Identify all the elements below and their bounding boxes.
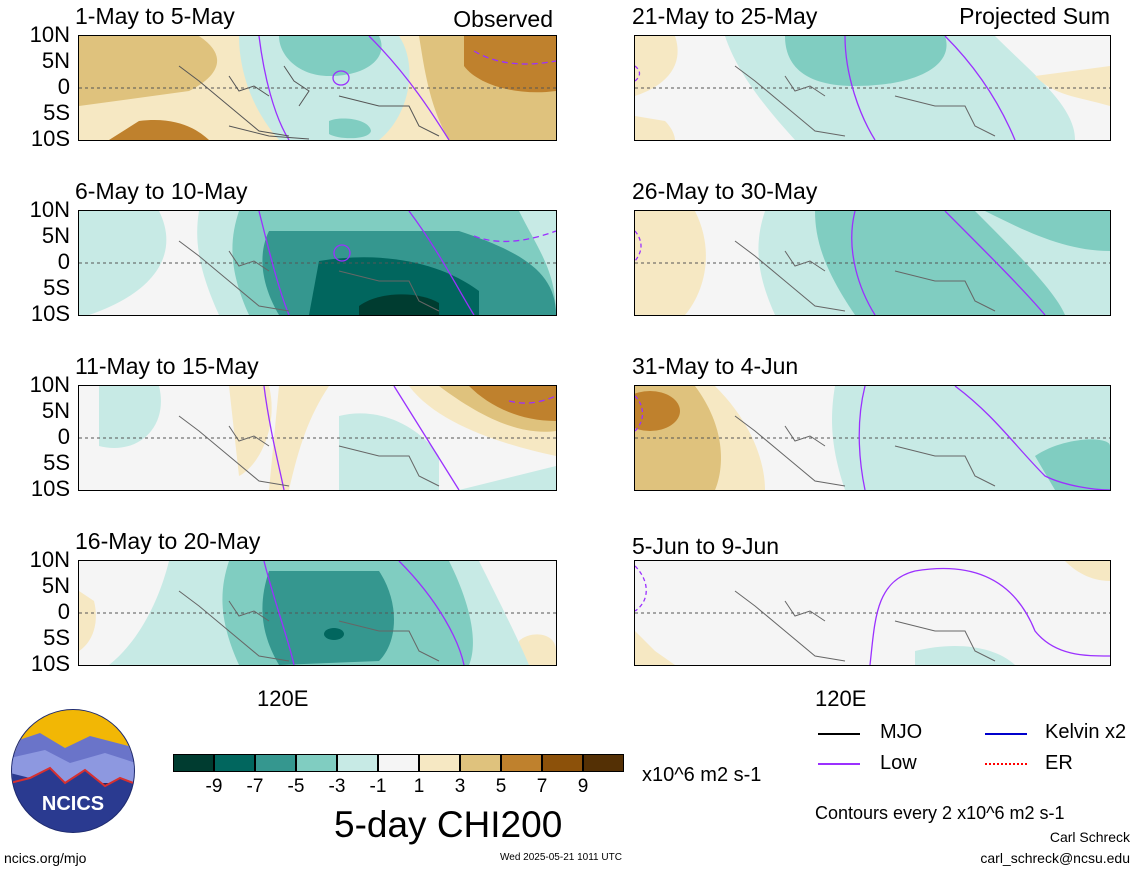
legend-label-er: ER	[1045, 752, 1073, 774]
y-axis-label: 5S	[43, 450, 70, 475]
legend-label-kelvin: Kelvin x2	[1045, 721, 1127, 743]
y-axis-label: 10S	[30, 301, 70, 326]
panel-title-4: 16-May to 20-May	[75, 528, 261, 554]
panel-title-7: 31-May to 4-Jun	[632, 353, 799, 379]
panel-tag-observed: Observed	[453, 6, 553, 32]
map-panel-3	[78, 385, 557, 491]
y-axis-label: 10N	[29, 197, 70, 222]
panel-tag-projected: Projected Sum	[959, 3, 1110, 29]
y-axis-label: 5N	[41, 398, 70, 423]
map-panel-1	[78, 35, 557, 141]
legend-line-er	[985, 763, 1027, 765]
author: Carl Schreck	[1049, 829, 1130, 845]
author-email[interactable]: carl_schreck@ncsu.edu	[980, 850, 1130, 866]
y-axis-label: 5N	[41, 223, 70, 248]
colorbar-swatch	[337, 754, 378, 772]
panel-title-8: 5-Jun to 9-Jun	[632, 533, 780, 559]
y-axis-label: 5S	[43, 100, 70, 125]
logo-text: NCICS	[42, 793, 104, 815]
colorbar-tick-label: 9	[577, 776, 589, 797]
y-axis-label: 10N	[29, 22, 70, 47]
colorbar-tick-label: -3	[328, 776, 346, 797]
colorbar-swatch	[214, 754, 255, 772]
y-axis-label: 10S	[30, 126, 70, 151]
map-panel-6	[634, 210, 1111, 316]
panel-title-3: 11-May to 15-May	[75, 353, 259, 379]
map-panel-5	[634, 35, 1111, 141]
colorbar-tick-label: -9	[205, 776, 223, 797]
colorbar-swatch	[296, 754, 337, 772]
map-panel-8	[634, 560, 1111, 666]
y-axis-label: 0	[57, 424, 70, 449]
x-axis-label-right: 120E	[815, 686, 867, 711]
colorbar-tick-label: -5	[287, 776, 305, 797]
colorbar-swatch	[255, 754, 296, 772]
colorbar-tick-label: 5	[495, 776, 507, 797]
y-axis-label: 5N	[41, 48, 70, 73]
legend-line-mjo	[818, 733, 860, 735]
map-panel-7	[634, 385, 1111, 491]
contour-note: Contours every 2 x10^6 m2 s-1	[815, 803, 1065, 823]
y-axis-label: 10N	[29, 547, 70, 572]
colorbar-tick-label: 3	[454, 776, 466, 797]
panel-title-2: 6-May to 10-May	[75, 178, 248, 204]
panel-title-6: 26-May to 30-May	[632, 178, 818, 204]
y-axis-label: 5S	[43, 275, 70, 300]
y-axis-label: 10S	[30, 476, 70, 501]
map-panel-2	[78, 210, 557, 316]
y-axis-label: 0	[57, 599, 70, 624]
colorbar-swatch	[583, 754, 624, 772]
panel-title-1: 1-May to 5-May	[75, 3, 235, 29]
timestamp: Wed 2025-05-21 1011 UTC	[500, 852, 622, 863]
y-axis-label: 5S	[43, 625, 70, 650]
y-axis-label: 0	[57, 249, 70, 274]
colorbar-swatch	[460, 754, 501, 772]
legend-label-mjo: MJO	[880, 721, 923, 743]
y-axis-label: 0	[57, 74, 70, 99]
colorbar-swatch	[501, 754, 542, 772]
colorbar-units: x10^6 m2 s-1	[642, 764, 762, 786]
ncics-logo: NCICS	[10, 708, 136, 834]
colorbar-swatch	[419, 754, 460, 772]
colorbar-swatch	[378, 754, 419, 772]
x-axis-label-left: 120E	[257, 686, 309, 711]
colorbar-tick-label: 1	[413, 776, 425, 797]
y-axis-label: 10S	[30, 651, 70, 676]
y-axis-label: 10N	[29, 372, 70, 397]
map-panel-4	[78, 560, 557, 666]
legend-line-low	[818, 763, 860, 765]
site-link[interactable]: ncics.org/mjo	[4, 850, 87, 866]
colorbar-tick-label: -1	[369, 776, 387, 797]
colorbar-tick-label: 7	[536, 776, 548, 797]
colorbar-tick-label: -7	[246, 776, 264, 797]
colorbar-swatch	[542, 754, 583, 772]
panel-title-5: 21-May to 25-May	[632, 3, 818, 29]
legend-label-low: Low	[880, 752, 917, 774]
y-axis-label: 5N	[41, 573, 70, 598]
colorbar-swatch	[173, 754, 214, 772]
main-title: 5-day CHI200	[334, 804, 563, 845]
legend-line-kelvin	[985, 733, 1027, 735]
